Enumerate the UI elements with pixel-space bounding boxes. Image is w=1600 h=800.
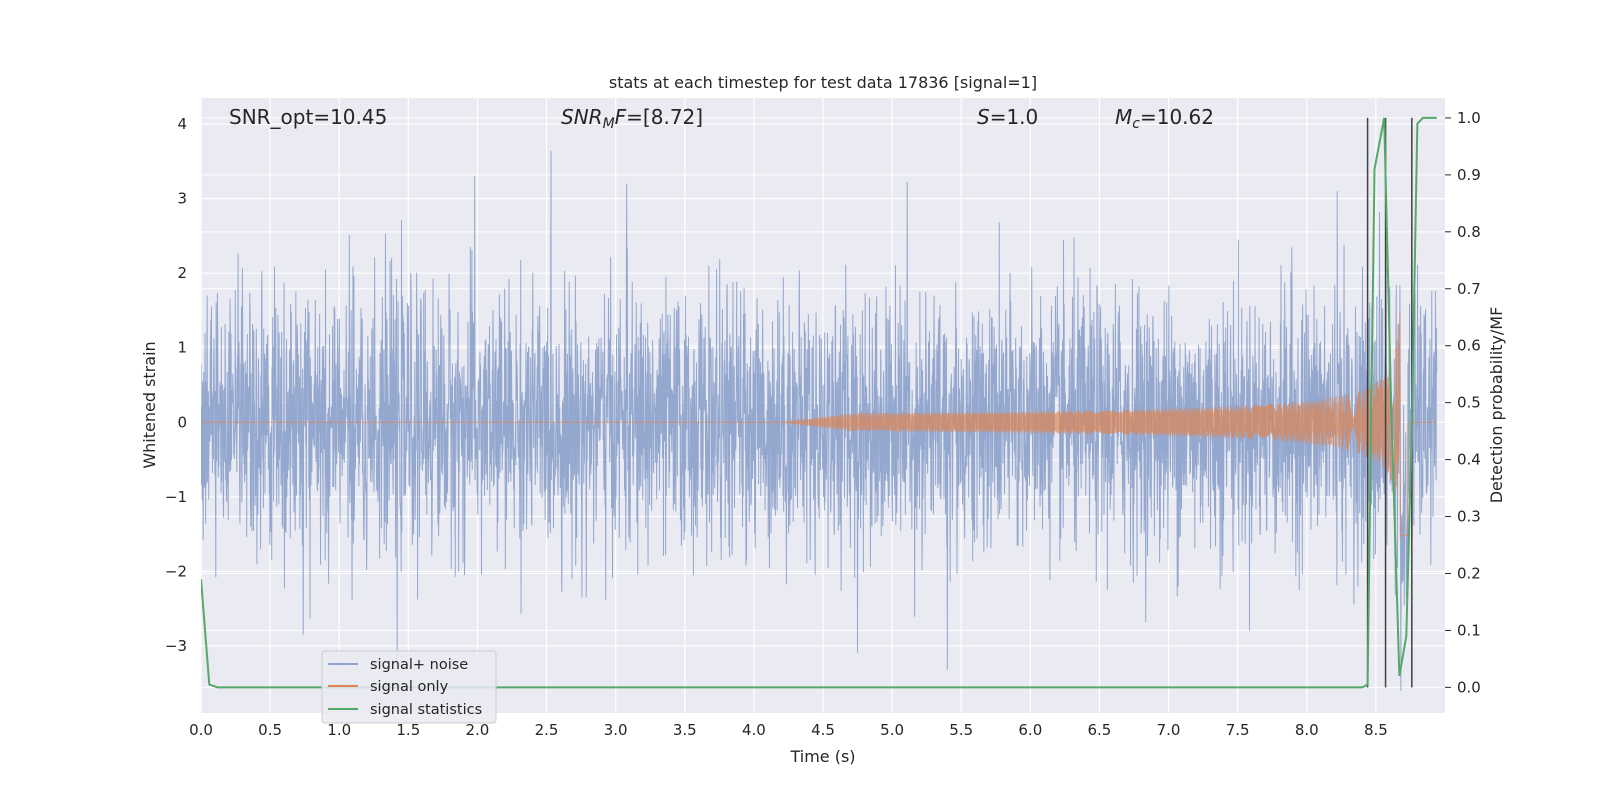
x-tick-label: 6.5 [1088,721,1112,739]
right-y-tick-label: 0.9 [1457,166,1481,184]
x-tick-label: 3.0 [604,721,628,739]
right-y-tick-label: 0.4 [1457,451,1481,469]
mc-label: M [1115,105,1132,129]
x-tick-label: 7.0 [1157,721,1181,739]
legend-box [321,650,497,724]
x-tick-label: 5.5 [949,721,973,739]
x-tick-label: 0.0 [189,721,213,739]
x-tick-label: 1.0 [327,721,351,739]
x-tick-label: 3.5 [673,721,697,739]
legend-label-signal-statistics: signal statistics [370,702,482,718]
right-y-tick-label: 1.0 [1457,109,1481,127]
legend-label-signal-noise: signal+ noise [370,657,468,673]
snr-opt-annotation: SNR_opt=10.45 [229,105,387,129]
left-y-tick-label: 4 [177,115,187,133]
snr-mf-subscript: M [603,116,615,132]
right-y-tick-label: 0.0 [1457,678,1481,696]
left-y-tick-label: 3 [177,190,187,208]
x-tick-label: 0.5 [258,721,282,739]
right-y-tick-label: 0.7 [1457,280,1481,298]
left-y-tick-label: 0 [177,413,187,431]
mc-annotation: Mc=10.62 [1115,105,1214,132]
s-annotation: S=1.0 [977,105,1038,129]
x-axis-ticks: 0.0 0.5 1.0 1.5 2.0 2.5 3.0 3.5 4.0 4.5 5.0 5.5 6.0 6… [189,721,1388,739]
left-y-tick-label: −1 [165,488,187,506]
signal-noise-series [201,150,1438,691]
x-tick-label: 5.0 [880,721,904,739]
left-y-tick-label: −3 [165,637,187,655]
legend: signal+ noise signal only signal statist… [321,650,497,724]
s-label: S [977,105,990,129]
x-tick-label: 4.0 [742,721,766,739]
chart-title: stats at each timestep for test data 178… [609,73,1037,92]
left-y-axis-ticks: −3 −2 −1 0 1 2 3 4 [165,115,187,655]
right-y-tick-label: 0.8 [1457,223,1481,241]
x-tick-label: 6.0 [1018,721,1042,739]
right-y-axis-label: Detection probability/MF [1487,307,1506,504]
x-tick-label: 7.5 [1226,721,1250,739]
x-tick-label: 8.0 [1295,721,1319,739]
right-y-tick-label: 0.1 [1457,621,1481,639]
x-tick-label: 4.5 [811,721,835,739]
left-y-tick-label: −2 [165,562,187,580]
right-y-tick-label: 0.2 [1457,564,1481,582]
snr-mf-annotation: SNRMF=[8.72] [561,105,703,132]
snr-mf-value: =[8.72] [626,105,703,129]
right-y-tick-label: 0.3 [1457,508,1481,526]
left-y-tick-label: 1 [177,339,187,357]
snr-mf-rest: F [615,105,627,129]
mc-subscript: c [1132,116,1140,132]
x-axis-label: Time (s) [789,747,855,766]
snr-mf-label: SNR [561,105,603,129]
right-y-axis-ticks: 0.0 0.1 0.2 0.3 0.4 0.5 0.6 0.7 0.8 0.9 1.0 [1445,109,1481,696]
left-y-tick-label: 2 [177,264,187,282]
right-y-tick-label: 0.5 [1457,394,1481,412]
right-y-tick-label: 0.6 [1457,337,1481,355]
x-tick-label: 2.0 [466,721,490,739]
x-tick-label: 1.5 [396,721,420,739]
legend-label-signal-only: signal only [370,679,449,695]
left-y-axis-label: Whitened strain [140,341,159,468]
signal-statistics-series [201,116,1437,689]
mc-value: =10.62 [1140,105,1214,129]
s-value: =1.0 [990,105,1039,129]
x-tick-label: 2.5 [535,721,559,739]
x-tick-label: 8.5 [1364,721,1388,739]
signal-only-series [201,312,1437,539]
